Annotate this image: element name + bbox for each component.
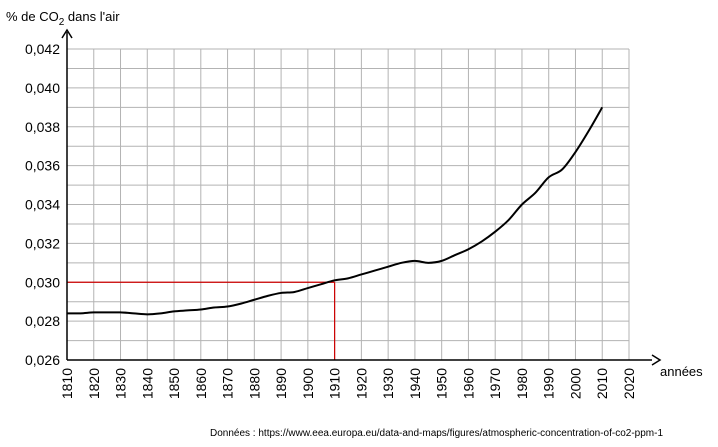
y-tick-label: 0,032 — [25, 235, 60, 251]
y-tick-label: 0,042 — [25, 41, 60, 57]
y-axis-label: % de CO2 dans l'air — [6, 9, 120, 28]
y-tick-label: 0,034 — [25, 197, 60, 213]
x-tick-label: 1980 — [514, 368, 530, 399]
y-axis-label-prefix: % de CO — [6, 9, 59, 24]
x-tick-label: 1910 — [327, 368, 343, 399]
x-tick-label: 1970 — [487, 368, 503, 399]
y-tick-label: 0,036 — [25, 158, 60, 174]
x-tick-label: 2000 — [567, 368, 583, 399]
x-tick-label: 1820 — [86, 368, 102, 399]
y-axis-arrow-icon — [61, 28, 73, 39]
x-tick-label: 1920 — [353, 368, 369, 399]
x-tick-label: 1830 — [113, 368, 129, 399]
y-tick-label: 0,038 — [25, 119, 60, 135]
x-tick-label: 1950 — [434, 368, 450, 399]
x-tick-label: 1890 — [273, 368, 289, 399]
x-tick-label: 1940 — [407, 368, 423, 399]
x-tick-label: 1930 — [380, 368, 396, 399]
data-source: Données : https://www.eea.europa.eu/data… — [210, 428, 664, 439]
y-tick-label: 0,028 — [25, 313, 60, 329]
y-tick-label: 0,030 — [25, 274, 60, 290]
x-tick-label: 1990 — [541, 368, 557, 399]
y-tick-label: 0,040 — [25, 80, 60, 96]
x-tick-label: 2020 — [621, 368, 637, 399]
axes — [61, 28, 662, 366]
annotation-1910 — [67, 281, 336, 360]
x-axis-arrow-icon — [651, 354, 662, 366]
y-axis-label-subscript: 2 — [59, 17, 65, 28]
y-tick-label: 0,026 — [25, 352, 60, 368]
x-tick-label: 1900 — [300, 368, 316, 399]
x-tick-label: 1810 — [59, 368, 75, 399]
x-tick-label: 1840 — [139, 368, 155, 399]
series-layer — [66, 106, 604, 316]
x-tick-label: 1870 — [220, 368, 236, 399]
y-axis-label-suffix: dans l'air — [64, 9, 120, 24]
y-tick-labels: 0,026 0,028 0,030 0,032 0,034 0,036 0,038 0,040… — [25, 41, 60, 368]
x-tick-label: 1860 — [193, 368, 209, 399]
x-axis-label: années — [660, 364, 703, 379]
x-tick-labels: 1810 1820 1830 1840 1850 1860 1870 1880 1890 1900… — [59, 368, 637, 399]
x-tick-label: 2010 — [594, 368, 610, 399]
x-tick-label: 1880 — [246, 368, 262, 399]
x-tick-label: 1960 — [460, 368, 476, 399]
x-tick-label: 1850 — [166, 368, 182, 399]
